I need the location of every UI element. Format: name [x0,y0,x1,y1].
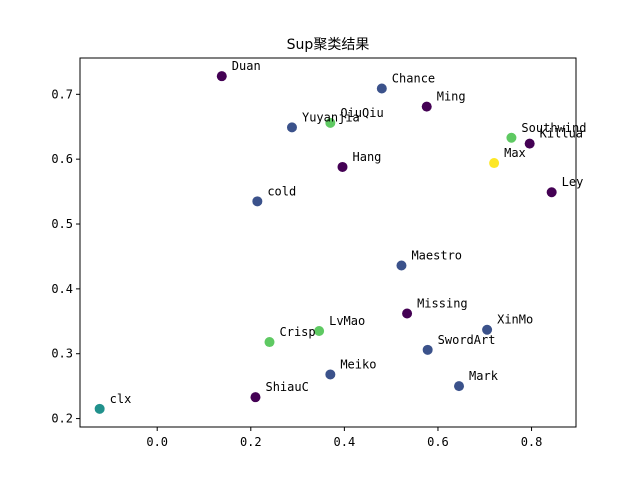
plot-area [79,57,577,428]
scatter-point [286,122,297,133]
scatter-point [421,101,432,112]
scatter-point [546,187,557,198]
point-label: Missing [417,297,468,311]
point-label: ShiauC [265,380,308,394]
scatter-point [402,308,413,319]
x-axis: 0.0 0.2 0.4 0.6 0.8 [146,427,542,449]
point-label: QiuQiu [340,106,383,120]
scatter-point [489,158,500,169]
scatter-point [524,138,535,149]
point-label: Duan [232,59,261,73]
x-tick-label: 0.2 [240,435,262,449]
y-tick-label: 0.2 [51,412,73,426]
scatter-point [94,403,105,414]
point-label: cold [267,184,296,198]
y-tick-label: 0.3 [51,347,73,361]
data-points [94,71,557,414]
x-tick-label: 0.4 [334,435,356,449]
point-label: Killua [540,127,583,141]
point-label: XinMo [497,313,533,327]
scatter-point [337,161,348,172]
chart-title: Sup聚类结果 [287,37,370,53]
point-label: Ley [562,175,584,189]
y-tick-label: 0.7 [51,87,73,101]
scatter-point [454,381,465,392]
point-label: Chance [392,71,435,85]
scatter-point [482,324,493,335]
y-tick-label: 0.6 [51,152,73,166]
scatter-point [396,260,407,271]
point-label: LvMao [329,314,365,328]
point-label: Meiko [340,357,376,371]
y-tick-label: 0.4 [51,282,73,296]
scatter-point [314,326,325,337]
scatter-point [325,117,336,128]
point-label: SwordArt [438,333,496,347]
point-label: Ming [437,90,466,104]
point-label: Yuyanjia [302,110,360,124]
scatter-point [506,132,517,143]
scatter-point [250,392,261,403]
point-label: Maestro [411,249,462,263]
axes-frame [79,57,577,428]
y-axis: 0.2 0.3 0.4 0.5 0.6 0.7 [51,87,80,426]
point-label: Mark [469,369,499,383]
point-label: Crisp [280,325,316,339]
point-label: Max [504,146,526,160]
scatter-point [325,369,336,380]
point-label: clx [110,392,132,406]
x-tick-label: 0.6 [427,435,449,449]
scatter-point [252,196,263,207]
scatter-point [422,344,433,355]
scatter-point [264,337,275,348]
point-label: Southwind [521,121,586,135]
y-tick-label: 0.5 [51,217,73,231]
point-label: Hang [353,150,382,164]
scatter-point [376,83,387,94]
x-tick-label: 0.8 [521,435,543,449]
scatter-point [216,71,227,82]
x-tick-label: 0.0 [146,435,168,449]
